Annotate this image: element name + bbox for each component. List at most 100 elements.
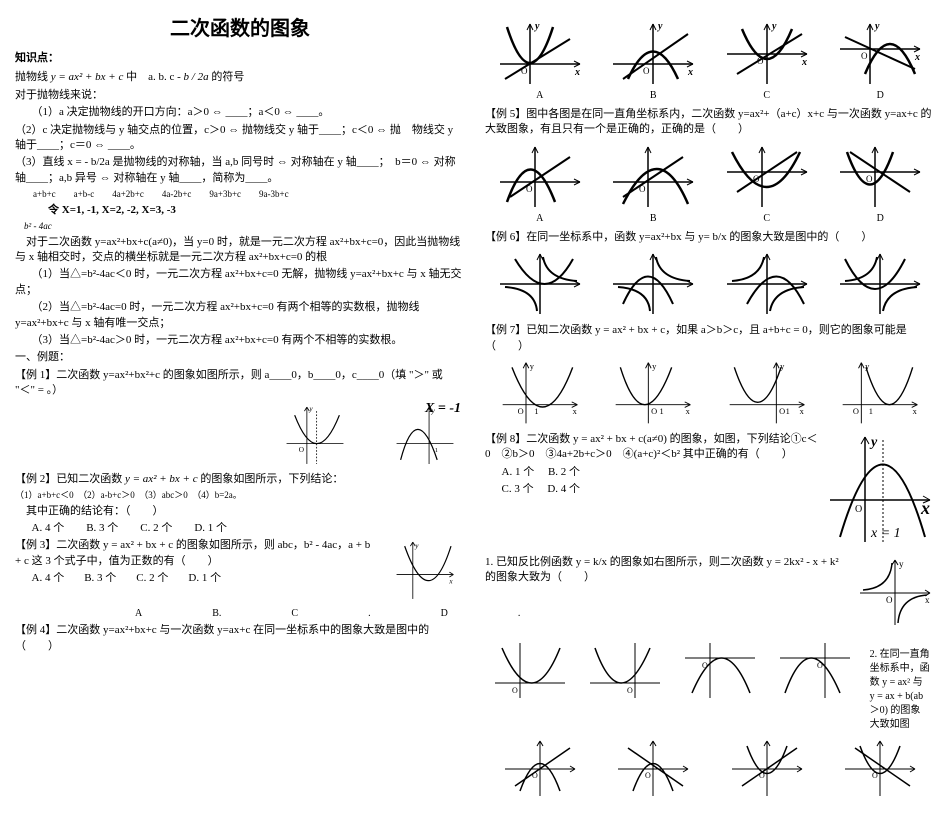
page-title: 二次函数的图象 xyxy=(15,15,465,43)
f: y = ax² + bx + c xyxy=(125,473,198,485)
example-6: 【例 6】在同一坐标系中，函数 y=ax²+bx 与 y= b/x 的图象大致是… xyxy=(485,230,935,245)
svg-text:x: x xyxy=(448,577,453,586)
svg-text:x: x xyxy=(574,67,580,78)
example-4: 【例 4】二次函数 y=ax²+bx+c 与一次函数 y=ax+c 在同一坐标系… xyxy=(15,623,465,654)
b: B. 2 个 xyxy=(548,466,580,478)
ex7-graphs: yx O1 yx O1 yx O1 xyxy=(485,358,935,428)
example-1: 【例 1】二次函数 y=ax²+bx²+c 的图象如图所示，则 a____0，b… xyxy=(15,368,465,399)
g6C xyxy=(722,249,812,319)
svg-text:O: O xyxy=(866,174,873,184)
svg-text:y: y xyxy=(657,21,663,32)
svg-text:y: y xyxy=(652,362,657,371)
disc2: （2）当△=b²-4ac=0 时，一元二次方程 ax²+bx+c=0 有两个相等… xyxy=(15,300,465,331)
graph-B: y x O xyxy=(608,19,698,89)
parabola-sign-line: 抛物线 y = ax² + bx + c 中 a. b. c - b / 2a … xyxy=(15,70,465,85)
left-column: 二次函数的图象 知识点： 抛物线 y = ax² + bx + c 中 a. b… xyxy=(15,15,465,805)
g2D: O xyxy=(835,142,925,212)
svg-text:y: y xyxy=(414,541,419,550)
svg-text:x: x xyxy=(572,407,577,416)
p1C: O xyxy=(680,638,760,703)
svg-text:y: y xyxy=(534,21,540,32)
svg-text:x: x xyxy=(925,595,930,605)
ex3-letter-row: A B. C. D. xyxy=(135,607,465,621)
svg-text:x: x xyxy=(686,407,691,416)
lbl: B xyxy=(608,89,698,103)
A: A xyxy=(135,607,142,621)
svg-text:y: y xyxy=(865,362,870,371)
lbl: C xyxy=(722,212,812,226)
svg-text:1: 1 xyxy=(435,446,438,453)
svg-text:x = 1: x = 1 xyxy=(870,526,901,541)
rule-sub: a+b+c a+b-c 4a+2b+c 4a-2b+c 9a+3b+c 9a-3… xyxy=(33,188,465,201)
rule1: （1）a 决定抛物线的开口方向：a＞0 ⇔ ____；a＜0 ⇔ ____。 xyxy=(15,105,465,120)
svg-text:O: O xyxy=(643,66,650,76)
svg-text:O: O xyxy=(886,595,893,605)
example-3-block: y x 【例 3】二次函数 y = ax² + bx + c 的图象如图所示，则… xyxy=(15,538,465,607)
lbl: D xyxy=(835,89,925,103)
svg-text:1: 1 xyxy=(534,407,538,416)
disc1: （1）当△=b²-4ac＜0 时，一元二次方程 ax²+bx+c=0 无解，抛物… xyxy=(15,267,465,298)
svg-text:y: y xyxy=(529,362,534,371)
rule3: （3）直线 x = - b/2a 是抛物线的对称轴，当 a,b 同号时 ⇔ 对称… xyxy=(15,155,465,186)
example-2: 【例 2】已知二次函数 y = ax² + bx + c 的图象如图所示，下列结… xyxy=(15,472,465,487)
p2-graphs: O O O xyxy=(485,736,935,801)
p1A: O xyxy=(490,638,570,703)
t: 中 a. b. c xyxy=(126,71,174,83)
knowledge-heading: 知识点： xyxy=(15,51,465,66)
p2D: O xyxy=(840,736,920,801)
D: D xyxy=(441,607,448,621)
intro: 对于抛物线来说： xyxy=(15,88,465,103)
d: D. 4 个 xyxy=(547,483,580,495)
neg1-label: X = -1 xyxy=(425,399,461,419)
a: A. 4 个 xyxy=(32,571,65,586)
svg-text:1: 1 xyxy=(785,407,789,416)
t: 的符号 xyxy=(211,71,244,83)
t: 的图象如图所示，下列结论： xyxy=(200,473,343,485)
t: 【例 2】已知二次函数 xyxy=(15,473,122,485)
p2C: O xyxy=(727,736,807,801)
ex6-graphs xyxy=(485,249,935,319)
svg-text:1: 1 xyxy=(869,407,873,416)
svg-text:O: O xyxy=(627,686,633,695)
svg-text:1: 1 xyxy=(660,407,664,416)
ex2-items: （1）a+b+c＜0 （2）a-b+c＞0 （3）abc＞0 （4）b=2a。 xyxy=(15,489,465,502)
ex5-graphs: y x O A y x O xyxy=(485,19,935,103)
p1D: O xyxy=(775,638,855,703)
example-7: 【例 7】已知二次函数 y = ax² + bx + c，如果 a＞b＞c，且 … xyxy=(485,323,935,354)
svg-text:O: O xyxy=(853,407,859,416)
g6D xyxy=(835,249,925,319)
svg-text:y: y xyxy=(869,435,878,450)
svg-text:y: y xyxy=(874,21,880,32)
g2B: O xyxy=(608,142,698,212)
ex3-graph: y x xyxy=(385,538,465,603)
g2C: O xyxy=(722,142,812,212)
t: 抛物线 xyxy=(15,71,48,83)
p1-graphs: O O O O 2. 在同一直角坐标系中，函数 y = ax² xyxy=(485,638,935,732)
g7C: yx O1 xyxy=(722,358,812,428)
a: A. 1 个 xyxy=(502,466,535,478)
examples-heading: 一、例题： xyxy=(15,350,465,365)
svg-text:O: O xyxy=(861,51,868,61)
lbl: A xyxy=(495,212,585,226)
svg-text:O: O xyxy=(512,686,518,695)
svg-text:y: y xyxy=(771,21,777,32)
C: C xyxy=(291,607,298,621)
graph-A: y x O xyxy=(495,19,585,89)
p2B: O xyxy=(613,736,693,801)
let-x: 令 X=1, -1, X=2, -2, X=3, -3 xyxy=(15,203,465,218)
svg-text:O: O xyxy=(855,504,862,515)
svg-text:O: O xyxy=(299,444,304,453)
g7A: yx O1 xyxy=(495,358,585,428)
d: D. 1 个 xyxy=(188,571,221,586)
disc3: （3）当△=b²-4ac＞0 时，一元二次方程 ax²+bx+c=0 有两个不相… xyxy=(15,333,465,348)
p1B: O xyxy=(585,638,665,703)
c: C. 2 个 xyxy=(136,571,168,586)
svg-text:O: O xyxy=(779,407,785,416)
lbl: A xyxy=(495,89,585,103)
g6A xyxy=(495,249,585,319)
svg-text:x: x xyxy=(913,407,918,416)
c: C. 3 个 xyxy=(502,483,534,495)
rule2: （2）c 决定抛物线与 y 轴交点的位置，c＞0 ⇔ 抛物线交 y 轴于____… xyxy=(15,123,465,154)
g7B: yx O1 xyxy=(608,358,698,428)
p2A: O xyxy=(500,736,580,801)
